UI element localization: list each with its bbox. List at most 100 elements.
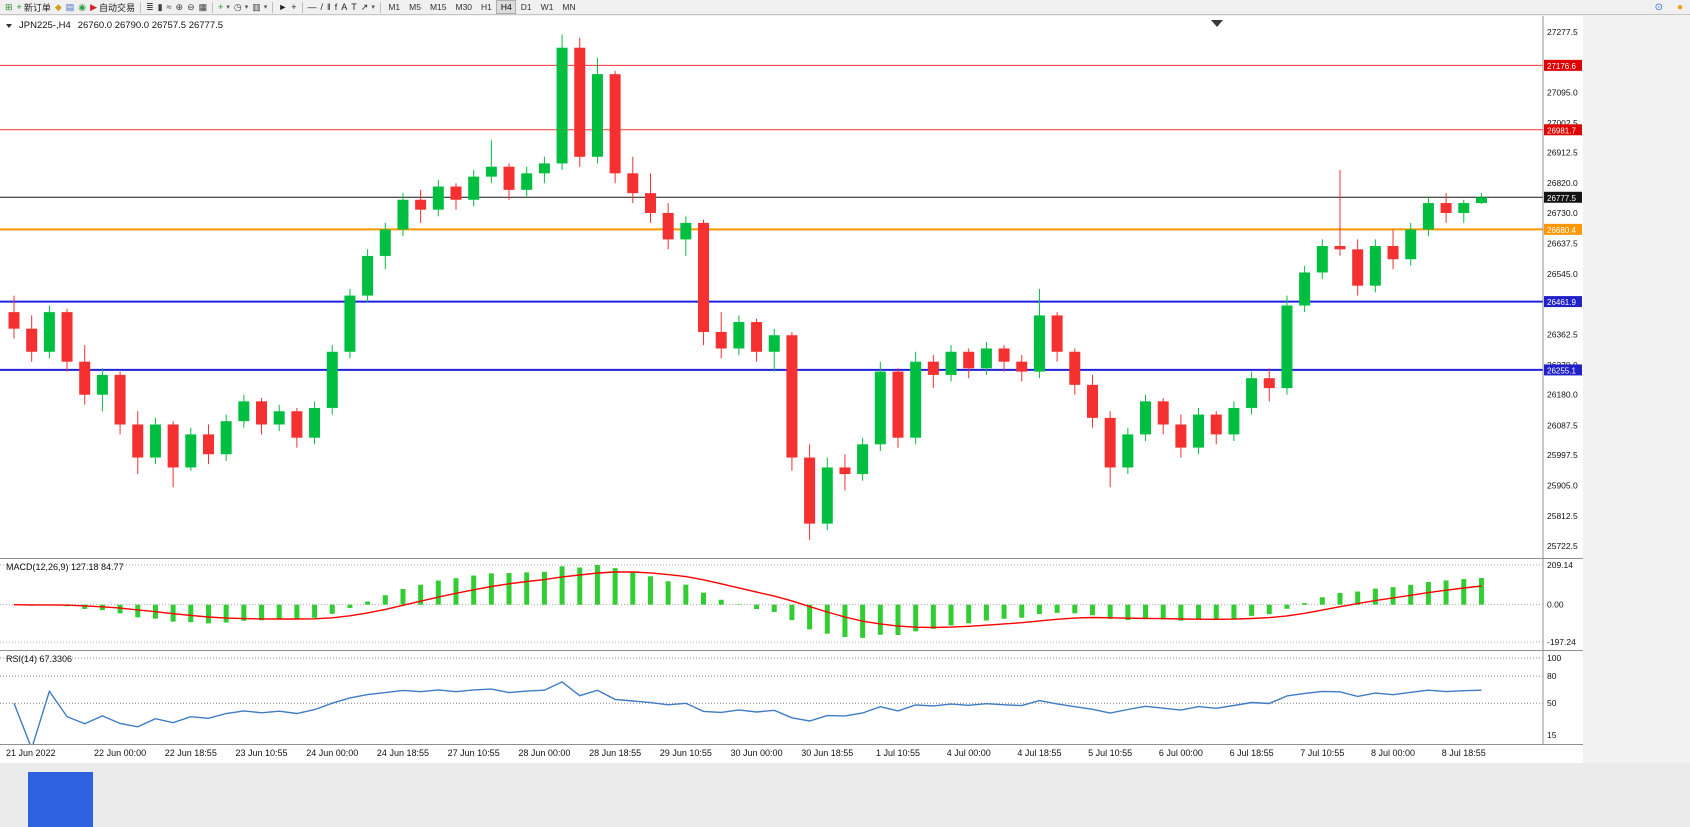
bar-chart-icon[interactable]: ≣ [144,1,156,14]
macd-axis[interactable]: 209.14 0.00 -197.24 [1542,558,1576,650]
horizontal-line-icon[interactable]: — [306,1,319,14]
toolbar-separator [301,1,303,13]
candlestick-chart-icon[interactable]: ▮ [156,1,165,14]
toolbar-separator [212,1,214,13]
chevron-down-icon: ▾ [244,4,249,11]
rsi-axis[interactable]: 100 80 50 15 [1542,650,1561,744]
time-label: 6 Jul 18:55 [1229,748,1274,758]
timeframe-D1[interactable]: D1 [520,2,532,12]
timeframe-H1[interactable]: H1 [481,2,492,12]
new-chart-icon[interactable]: ⊞ [3,1,15,14]
notification-icon[interactable]: ● [1675,1,1685,14]
zoom-in-icon[interactable]: ⊕ [174,1,186,14]
navigator-glyph: ◉ [78,2,87,12]
svg-text:25997.5: 25997.5 [1547,450,1578,460]
rsi-line [13,681,1482,744]
new-chart-glyph: ⊞ [5,2,13,12]
symbol-dropdown-icon[interactable] [6,24,12,31]
svg-text:15: 15 [1547,730,1557,740]
price-axis[interactable]: 27277.5 27095.0 27002.5 26912.5 26820.0 26730… [1542,16,1582,558]
timeframe-H4[interactable]: H4 [496,0,517,14]
svg-text:26680.4: 26680.4 [1547,226,1576,235]
search-icon[interactable]: ⊙ [1653,1,1665,14]
time-label: 23 Jun 10:55 [235,748,288,758]
svg-text:26730.0: 26730.0 [1547,208,1578,218]
svg-text:27095.0: 27095.0 [1547,87,1578,97]
time-label: 28 Jun 18:55 [589,748,642,758]
timeframe-M30[interactable]: M30 [455,2,473,12]
text-icon[interactable]: A [339,1,349,14]
tile-windows-icon[interactable]: ▦ [197,1,210,14]
new-order-button-label: 新订单 [23,2,51,13]
timeframe-W1[interactable]: W1 [540,2,554,12]
time-label: 1 Jul 10:55 [875,748,921,758]
svg-text:26180.0: 26180.0 [1547,390,1578,400]
timeframe-M15[interactable]: M15 [429,2,447,12]
cursor-glyph: ► [278,2,288,12]
equidistant-channel-glyph: ‖ [327,2,331,12]
macd-panel[interactable]: 209.14 0.00 -197.24 [0,558,1583,650]
trendline-icon[interactable]: / [319,1,326,14]
equidistant-channel-icon[interactable]: ‖ [325,1,333,14]
candles [8,34,1487,541]
svg-text:209.14: 209.14 [1547,560,1573,570]
time-label: 24 Jun 18:55 [376,748,429,758]
svg-text:27277.5: 27277.5 [1547,27,1578,37]
time-label: 21 Jun 2022 [6,748,56,758]
time-label: 28 Jun 00:00 [518,748,571,758]
arrows-glyph: ↗ [360,2,369,12]
svg-text:26912.5: 26912.5 [1547,148,1578,158]
autotrading-button[interactable]: ▶ 自动交易 [88,1,137,14]
new-order-button[interactable]: + 新订单 [15,1,53,14]
svg-text:26545.0: 26545.0 [1547,269,1578,279]
zoom-in-glyph: ⊕ [175,2,184,12]
fibonacci-icon[interactable]: f [333,1,340,14]
svg-text:27002.5: 27002.5 [1547,118,1578,128]
macd-signal-line [13,571,1482,629]
time-label: 24 Jun 00:00 [306,748,359,758]
bar-chart-glyph: ≣ [146,2,154,12]
svg-text:25722.5: 25722.5 [1547,541,1578,551]
price-chart[interactable]: 27277.5 27095.0 27002.5 26912.5 26820.0 26730… [0,16,1583,558]
bottom-strip [0,763,1690,827]
profiles-icon[interactable]: ◆ [53,1,64,14]
horizontal-line-glyph: — [307,2,317,12]
navigator-icon[interactable]: ◉ [76,1,88,14]
timeframe-M1[interactable]: M1 [388,2,401,12]
time-label: 8 Jul 18:55 [1441,748,1486,758]
svg-text:100: 100 [1547,653,1561,663]
timeframe-M5[interactable]: M5 [409,2,421,12]
svg-text:26981.7: 26981.7 [1547,126,1576,135]
chart-window: 27277.5 27095.0 27002.5 26912.5 26820.0 26730… [0,16,1583,763]
svg-text:26777.5: 26777.5 [1547,194,1576,203]
periods-icon[interactable]: ◷ ▾ [232,1,250,14]
ohlc-values: 26760.0 26790.0 26757.5 26777.5 [77,20,224,31]
market-watch-icon[interactable]: ▤ [64,1,77,14]
rsi-panel[interactable]: 100 80 50 15 [0,650,1583,744]
templates-icon[interactable]: ▥ ▾ [250,1,269,14]
chart-shift-marker-icon[interactable] [1211,20,1223,27]
line-chart-icon[interactable]: ≈ [165,1,174,14]
svg-text:26255.1: 26255.1 [1547,366,1576,375]
autotrading-button-label: 自动交易 [99,2,136,13]
cursor-icon[interactable]: ► [276,1,289,14]
svg-text:0.00: 0.00 [1547,600,1564,610]
crosshair-glyph: + [291,2,297,12]
templates-glyph: ▥ [252,2,261,12]
rsi-label: RSI(14) 67.3306 [6,654,73,664]
crosshair-icon[interactable]: + [289,1,298,14]
text-label-glyph: T [351,2,357,12]
indicators-icon[interactable]: + ▾ [216,1,232,14]
chevron-down-icon: ▾ [263,4,268,11]
svg-text:26461.9: 26461.9 [1547,298,1576,307]
indicators-glyph: + [218,2,224,12]
periods-glyph: ◷ [233,2,242,12]
text-glyph: A [341,2,348,12]
svg-text:26362.5: 26362.5 [1547,329,1578,339]
time-axis[interactable]: 21 Jun 2022 22 Jun 00:00 22 Jun 18:55 23 Ju… [0,744,1583,763]
zoom-out-icon[interactable]: ⊖ [185,1,197,14]
text-label-icon[interactable]: T [349,1,359,14]
time-label: 27 Jun 10:55 [447,748,500,758]
timeframe-MN[interactable]: MN [562,2,576,12]
arrows-icon[interactable]: ↗ ▾ [359,1,377,14]
